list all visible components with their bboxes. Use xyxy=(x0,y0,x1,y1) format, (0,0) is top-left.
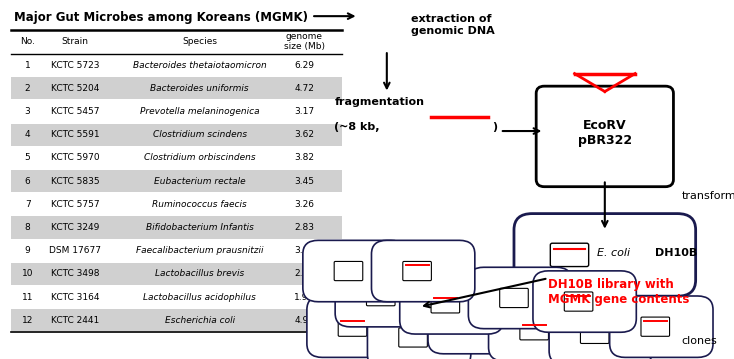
Text: DH10B library with
MGMK gene contents: DH10B library with MGMK gene contents xyxy=(548,278,690,306)
Text: Ruminococcus faecis: Ruminococcus faecis xyxy=(153,200,247,209)
FancyBboxPatch shape xyxy=(400,273,503,334)
FancyBboxPatch shape xyxy=(550,243,589,266)
Text: Clostridium orbiscindens: Clostridium orbiscindens xyxy=(144,153,255,162)
Text: 6: 6 xyxy=(25,177,31,186)
Bar xyxy=(11,309,341,331)
Text: 3: 3 xyxy=(25,107,31,116)
Text: 4.72: 4.72 xyxy=(294,84,314,93)
FancyBboxPatch shape xyxy=(335,266,438,327)
Text: extraction of
genomic DNA: extraction of genomic DNA xyxy=(411,14,495,36)
Text: Lactobacillus brevis: Lactobacillus brevis xyxy=(155,269,244,278)
Text: 3.09: 3.09 xyxy=(294,246,315,255)
Text: Eubacterium rectale: Eubacterium rectale xyxy=(154,177,246,186)
Text: 2.83: 2.83 xyxy=(294,223,314,232)
FancyBboxPatch shape xyxy=(338,317,367,336)
Text: 6.29: 6.29 xyxy=(294,61,314,70)
Text: fragmentation: fragmentation xyxy=(334,97,424,107)
Text: Bacteroides thetaiotaomicron: Bacteroides thetaiotaomicron xyxy=(133,61,266,70)
Text: (~8 kb,: (~8 kb, xyxy=(334,122,379,132)
Text: 5: 5 xyxy=(25,153,31,162)
Text: KCTC 5591: KCTC 5591 xyxy=(51,130,99,139)
Text: KCTC 5204: KCTC 5204 xyxy=(51,84,99,93)
Text: 1.95: 1.95 xyxy=(294,293,315,302)
Text: KCTC 2441: KCTC 2441 xyxy=(51,316,99,325)
FancyBboxPatch shape xyxy=(641,317,669,336)
Text: KCTC 3498: KCTC 3498 xyxy=(51,269,99,278)
FancyBboxPatch shape xyxy=(431,294,459,313)
FancyBboxPatch shape xyxy=(399,328,427,347)
Text: KCTC 5457: KCTC 5457 xyxy=(51,107,99,116)
FancyBboxPatch shape xyxy=(459,313,488,333)
Text: E. coli: E. coli xyxy=(597,248,630,258)
Bar xyxy=(11,216,341,239)
Text: KCTC 5723: KCTC 5723 xyxy=(51,61,99,70)
Text: 4: 4 xyxy=(25,130,30,139)
Text: Clostridium scindens: Clostridium scindens xyxy=(153,130,247,139)
Text: KCTC 5970: KCTC 5970 xyxy=(51,153,99,162)
FancyBboxPatch shape xyxy=(366,286,395,306)
FancyBboxPatch shape xyxy=(428,292,531,354)
FancyBboxPatch shape xyxy=(536,86,673,187)
Text: 3.26: 3.26 xyxy=(294,200,314,209)
Bar xyxy=(11,123,341,146)
FancyBboxPatch shape xyxy=(368,307,470,359)
Text: Faecalibacterium prausnitzii: Faecalibacterium prausnitzii xyxy=(136,246,264,255)
FancyBboxPatch shape xyxy=(500,288,528,308)
Text: 3.82: 3.82 xyxy=(294,153,314,162)
Text: Bacteroides uniformis: Bacteroides uniformis xyxy=(150,84,249,93)
Text: 7: 7 xyxy=(25,200,31,209)
FancyBboxPatch shape xyxy=(468,267,572,329)
Text: 8: 8 xyxy=(25,223,31,232)
FancyBboxPatch shape xyxy=(334,261,363,281)
Bar xyxy=(11,263,341,285)
Text: 3.17: 3.17 xyxy=(294,107,315,116)
FancyBboxPatch shape xyxy=(564,292,593,311)
FancyBboxPatch shape xyxy=(403,261,432,281)
Text: genome
size (Mb): genome size (Mb) xyxy=(284,32,325,51)
Bar xyxy=(11,77,341,99)
FancyBboxPatch shape xyxy=(307,296,410,358)
Text: Prevotella melaninogenica: Prevotella melaninogenica xyxy=(140,107,260,116)
Text: Bifidobacterium Infantis: Bifidobacterium Infantis xyxy=(146,223,254,232)
FancyBboxPatch shape xyxy=(533,271,636,332)
Bar xyxy=(11,170,341,192)
Text: 12: 12 xyxy=(22,316,33,325)
FancyBboxPatch shape xyxy=(489,299,592,359)
Text: clones: clones xyxy=(681,336,717,346)
Text: Species: Species xyxy=(182,37,217,46)
FancyBboxPatch shape xyxy=(303,241,406,302)
Text: DSM 17677: DSM 17677 xyxy=(49,246,101,255)
FancyBboxPatch shape xyxy=(581,324,609,344)
FancyBboxPatch shape xyxy=(520,321,548,340)
Text: 4.98: 4.98 xyxy=(294,316,314,325)
Text: EcoRV
pBR322: EcoRV pBR322 xyxy=(578,119,632,147)
Text: 3.62: 3.62 xyxy=(294,130,314,139)
Text: 2.47: 2.47 xyxy=(294,269,314,278)
Text: KCTC 5835: KCTC 5835 xyxy=(51,177,99,186)
Text: KCTC 3249: KCTC 3249 xyxy=(51,223,99,232)
Text: KCTC 3164: KCTC 3164 xyxy=(51,293,99,302)
Text: Lactobacillus acidophilus: Lactobacillus acidophilus xyxy=(143,293,256,302)
Text: Major Gut Microbes among Koreans (MGMK): Major Gut Microbes among Koreans (MGMK) xyxy=(14,11,308,24)
Text: 2: 2 xyxy=(25,84,30,93)
Text: 11: 11 xyxy=(22,293,33,302)
Text: Escherichia coli: Escherichia coli xyxy=(164,316,235,325)
Text: 1: 1 xyxy=(25,61,31,70)
Text: Strain: Strain xyxy=(62,37,88,46)
Text: DH10B: DH10B xyxy=(655,248,697,258)
Text: ): ) xyxy=(492,122,497,132)
Text: transformation: transformation xyxy=(681,191,734,201)
FancyBboxPatch shape xyxy=(610,296,713,358)
FancyBboxPatch shape xyxy=(371,241,475,302)
FancyBboxPatch shape xyxy=(514,214,696,296)
Text: 3.45: 3.45 xyxy=(294,177,314,186)
Text: No.: No. xyxy=(20,37,35,46)
Text: KCTC 5757: KCTC 5757 xyxy=(51,200,99,209)
Text: 9: 9 xyxy=(25,246,31,255)
Text: 10: 10 xyxy=(22,269,33,278)
FancyBboxPatch shape xyxy=(549,303,653,359)
